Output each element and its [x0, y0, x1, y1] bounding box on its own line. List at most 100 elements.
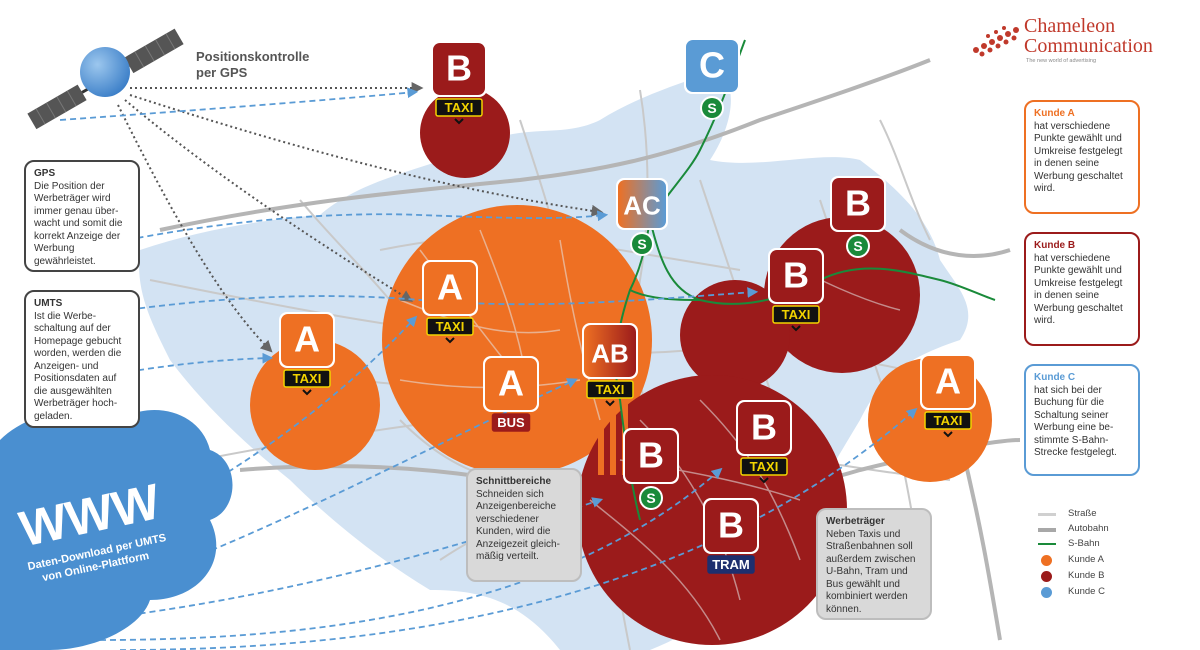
marker-ab-taxi: AB TAXI	[582, 323, 638, 407]
legend-dot-kunde-b	[1041, 571, 1052, 582]
vehicle-tag-taxi: TAXI	[740, 457, 788, 484]
marker-b-taxi-top: B TAXI	[431, 41, 487, 125]
info-kunde-c-text: hat sich bei der Buchung für die Schaltu…	[1034, 384, 1117, 459]
marker-b-taxi-center: B TAXI	[736, 400, 792, 484]
legend-label: Kunde C	[1068, 586, 1105, 597]
marker-badge	[738, 402, 790, 454]
marker-ac-sbahn: AC S	[616, 178, 668, 256]
marker-badge	[832, 178, 884, 230]
marker-badge	[584, 325, 636, 377]
svg-text:TAXI: TAXI	[445, 100, 474, 115]
info-kunde-c-title: Kunde C	[1034, 372, 1076, 383]
cloud-icon	[0, 409, 233, 650]
legend-label: Autobahn	[1068, 523, 1109, 534]
info-werbetraeger: Werbeträger Neben Taxis und Straßenbahne…	[816, 508, 932, 620]
marker-letter: C	[699, 44, 725, 85]
vehicle-tag-tram: TRAM	[707, 555, 755, 574]
vehicle-tag-taxi: TAXI	[924, 411, 972, 438]
info-gps-title: GPS	[34, 168, 56, 179]
satellite-icon	[27, 28, 184, 130]
svg-text:TAXI: TAXI	[293, 371, 322, 386]
info-kunde-b: Kunde B hat verschiedene Punkte gewählt …	[1024, 232, 1140, 346]
gps-arrows	[117, 82, 604, 353]
info-schnitt-text: Schneiden sich Anzeigenbereiche verschie…	[476, 488, 560, 563]
legend-item-sbahn: S-Bahn	[1038, 538, 1188, 550]
marker-b-taxi-right: B TAXI	[768, 248, 824, 332]
marker-badge	[424, 262, 476, 314]
legend-swatch-autobahn	[1038, 528, 1056, 532]
marker-letter: B	[718, 504, 744, 545]
vehicle-tag-taxi: TAXI	[772, 305, 820, 332]
legend-label: Kunde A	[1068, 554, 1104, 565]
marker-badge	[686, 40, 738, 92]
chameleon-logo-icon	[973, 26, 1019, 57]
info-gps: GPS Die Position der Werbeträger wird im…	[24, 160, 140, 272]
legend-label: Kunde B	[1068, 570, 1105, 581]
svg-text:TAXI: TAXI	[596, 382, 625, 397]
marker-a-bus: A BUS	[483, 356, 539, 432]
svg-text:S: S	[637, 236, 646, 252]
info-umts-title: UMTS	[34, 298, 63, 309]
svg-text:TAXI: TAXI	[782, 307, 811, 322]
logo-tagline: The new world of advertising	[1026, 58, 1097, 64]
vehicle-tag-taxi: TAXI	[283, 369, 331, 396]
vehicle-tag-taxi: TAXI	[586, 380, 634, 407]
s-bahn-icon: S	[630, 232, 654, 256]
svg-text:S: S	[646, 490, 655, 506]
legend-dot-kunde-a	[1041, 555, 1052, 566]
marker-letter: A	[437, 266, 463, 307]
marker-badge	[485, 358, 537, 410]
marker-badge	[625, 430, 677, 482]
marker-letter: B	[751, 406, 777, 447]
marker-letter: A	[498, 362, 524, 403]
marker-a-taxi-mid: A TAXI	[422, 260, 478, 344]
s-bahn-icon: S	[700, 96, 724, 120]
legend-item-autobahn: Autobahn	[1038, 523, 1188, 535]
marker-badge	[705, 500, 757, 552]
legend-item-kunde-b: Kunde B	[1038, 570, 1188, 582]
marker-c-sbahn: CS	[684, 38, 740, 120]
info-werbetraeger-text: Neben Taxis und Straßenbahnen soll außer…	[826, 528, 916, 615]
legend: Straße Autobahn S-Bahn Kunde A Kunde B K…	[1038, 508, 1188, 608]
marker-letter: AC	[623, 191, 661, 221]
company-logo: Chameleon Communication The new world of…	[968, 16, 1183, 68]
svg-text:S: S	[853, 238, 862, 254]
legend-item-kunde-a: Kunde A	[1038, 554, 1188, 566]
legend-label: Straße	[1068, 508, 1097, 519]
info-werbetraeger-title: Werbeträger	[826, 516, 885, 527]
vehicle-tag-taxi: TAXI	[426, 317, 474, 344]
vehicle-tag-bus: BUS	[491, 413, 531, 432]
marker-b-sbahn-right: BS	[830, 176, 886, 258]
logo-name-line2: Communication	[1024, 35, 1153, 57]
info-kunde-b-title: Kunde B	[1034, 240, 1076, 251]
info-gps-text: Die Position der Werbeträger wird immer …	[34, 180, 123, 267]
advertising-markers: BTAXICSACSBSBTAXIATAXIATAXIABUSABTAXIBSB…	[279, 38, 976, 574]
marker-a-taxi-left: A TAXI	[279, 312, 335, 396]
marker-b-sbahn-center: BS	[623, 428, 679, 510]
marker-letter: B	[638, 434, 664, 475]
info-schnitt-title: Schnittbereiche	[476, 476, 552, 487]
marker-letter: B	[446, 47, 472, 88]
marker-badge	[770, 250, 822, 302]
info-kunde-a-text: hat verschiedene Punkte gewählt und Umkr…	[1034, 120, 1123, 195]
marker-b-tram: B TRAM	[703, 498, 759, 574]
marker-badge	[433, 43, 485, 95]
svg-text:BUS: BUS	[497, 415, 525, 430]
svg-text:TAXI: TAXI	[436, 319, 465, 334]
legend-dot-kunde-c	[1041, 587, 1052, 598]
svg-text:TAXI: TAXI	[934, 413, 963, 428]
info-umts: UMTS Ist die Werbe-schaltung auf der Hom…	[24, 290, 140, 428]
marker-badge	[281, 314, 333, 366]
legend-item-strasse: Straße	[1038, 508, 1188, 520]
legend-swatch-sbahn	[1038, 543, 1056, 545]
legend-swatch-strasse	[1038, 513, 1056, 516]
svg-text:S: S	[707, 100, 716, 116]
info-kunde-a: Kunde A hat verschiedene Punkte gewählt …	[1024, 100, 1140, 214]
legend-label: S-Bahn	[1068, 538, 1100, 549]
info-kunde-c: Kunde C hat sich bei der Buchung für die…	[1024, 364, 1140, 476]
marker-a-taxi-right: A TAXI	[920, 354, 976, 438]
logo-name-line1: Chameleon	[1024, 15, 1116, 37]
gps-title: Positionskontrolle per GPS	[196, 49, 313, 80]
info-kunde-a-title: Kunde A	[1034, 108, 1075, 119]
